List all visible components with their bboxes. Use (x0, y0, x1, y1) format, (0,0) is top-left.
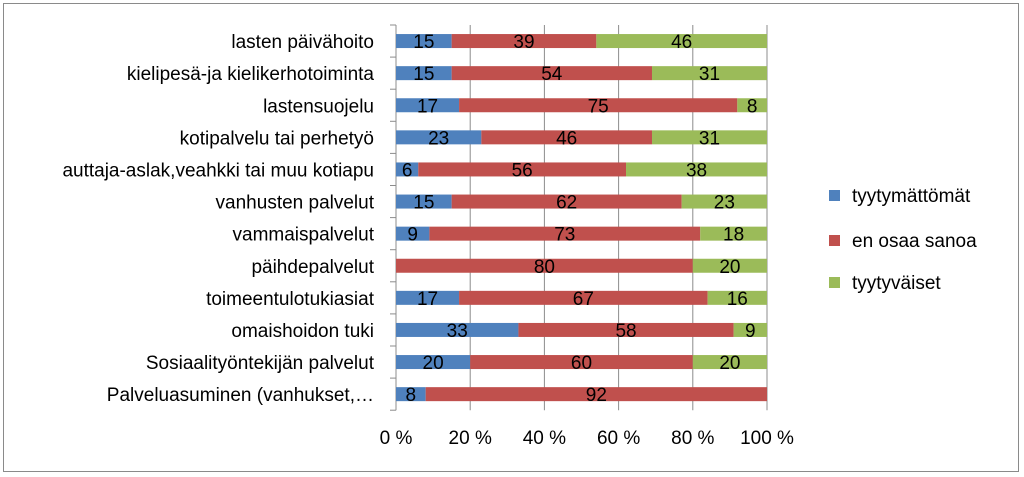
data-label: 46 (556, 128, 577, 149)
data-label: 15 (413, 32, 434, 53)
x-tick-label: 0 % (380, 428, 413, 449)
bar-segment (429, 226, 701, 241)
bar-segment (626, 162, 767, 177)
bar-segment (459, 290, 708, 305)
category-label: vanhusten palvelut (216, 193, 375, 214)
data-label: 60 (571, 353, 592, 374)
category-label: Sosiaalityöntekijän palvelut (146, 353, 375, 374)
category-label: kotipalvelu tai perhetyö (180, 128, 374, 149)
category-label: kielipesä-ja kielikerhotoiminta (127, 64, 375, 85)
data-label: 46 (671, 32, 692, 53)
x-tick-label: 60 % (597, 428, 640, 449)
data-label: 31 (699, 64, 720, 85)
x-tick-label: 80 % (671, 428, 714, 449)
data-label: 80 (534, 257, 555, 278)
data-label: 17 (417, 289, 438, 310)
data-label: 8 (747, 96, 758, 117)
data-label: 23 (428, 128, 449, 149)
legend-swatch (829, 190, 840, 201)
x-axis-ticks: 0 % 20 % 40 % 60 % 80 % 100 % (380, 428, 794, 449)
data-label: 38 (686, 160, 707, 181)
bar-segment (396, 387, 426, 402)
bar-segment (396, 355, 471, 370)
category-label: vammaispalvelut (233, 225, 375, 246)
data-label: 18 (723, 225, 744, 246)
data-label: 6 (402, 160, 413, 181)
bar-segment (396, 290, 460, 305)
bar-segment (396, 258, 693, 273)
data-label: 8 (406, 385, 417, 406)
data-label: 20 (719, 257, 740, 278)
bar-segment (425, 387, 767, 402)
bar-segment (396, 162, 419, 177)
category-label: päihdepalvelut (251, 257, 374, 278)
data-label: 20 (423, 353, 444, 374)
bar-segment (396, 98, 460, 113)
bar-segment (733, 322, 767, 337)
bar-segment (451, 34, 597, 49)
legend: tyytymättömät en osaa sanoa tyytyväiset (829, 186, 977, 294)
bar-segment (451, 66, 652, 81)
bar-segment (700, 226, 767, 241)
data-label: 67 (573, 289, 594, 310)
x-tick-label: 40 % (523, 428, 566, 449)
x-tick-label: 20 % (449, 428, 492, 449)
bar-segment (470, 355, 693, 370)
data-label: 31 (699, 128, 720, 149)
data-label: 20 (719, 353, 740, 374)
data-label: 9 (407, 225, 418, 246)
category-labels: lasten päivähoito kielipesä-ja kielikerho… (62, 32, 374, 406)
bar-segment (396, 226, 430, 241)
bar-segment (396, 130, 482, 145)
bar-segment (707, 290, 767, 305)
category-label: Palveluasuminen (vanhukset,… (107, 385, 374, 406)
bar-segment (396, 34, 452, 49)
bar-segment (692, 258, 767, 273)
bar-segment (418, 162, 627, 177)
legend-label: en osaa sanoa (852, 231, 977, 252)
data-label: 56 (512, 160, 533, 181)
data-label: 54 (541, 64, 563, 85)
data-label: 75 (588, 96, 609, 117)
bar-segment (651, 66, 767, 81)
bar-segment (396, 322, 519, 337)
data-label: 58 (615, 321, 636, 342)
bar-segment (396, 194, 452, 209)
bar-segment (459, 98, 738, 113)
data-label: 62 (556, 193, 577, 214)
data-label: 9 (745, 321, 756, 342)
bars: 15 39 46 15 54 31 17 75 8 23 46 31 6 56 38 15 62 23 9 73 18 8… (396, 32, 767, 406)
bar-segment (737, 98, 767, 113)
category-label: lasten päivähoito (231, 32, 374, 53)
bar-segment (692, 355, 767, 370)
bar-segment (481, 130, 652, 145)
data-label: 16 (727, 289, 748, 310)
legend-swatch (829, 235, 840, 246)
data-label: 92 (586, 385, 607, 406)
data-label: 23 (714, 193, 735, 214)
bar-segment (651, 130, 767, 145)
data-label: 33 (447, 321, 468, 342)
gridlines (390, 24, 768, 411)
data-label: 15 (413, 193, 434, 214)
category-label: toimeentulotukiasiat (206, 289, 375, 310)
category-label: omaishoidon tuki (231, 321, 374, 342)
data-label: 73 (554, 225, 575, 246)
legend-label: tyytymättömät (852, 186, 971, 207)
data-label: 39 (513, 32, 534, 53)
category-label: lastensuojelu (263, 96, 374, 117)
category-label: auttaja-aslak,veahkki tai muu kotiapu (62, 160, 374, 181)
legend-swatch (829, 277, 840, 288)
bar-segment (518, 322, 734, 337)
bar-segment (681, 194, 767, 209)
x-tick-label: 100 % (740, 428, 794, 449)
bar-segment (396, 66, 452, 81)
data-label: 17 (417, 96, 438, 117)
legend-label: tyytyväiset (852, 273, 941, 294)
bar-segment (451, 194, 682, 209)
data-label: 15 (413, 64, 434, 85)
bar-segment (596, 34, 767, 49)
